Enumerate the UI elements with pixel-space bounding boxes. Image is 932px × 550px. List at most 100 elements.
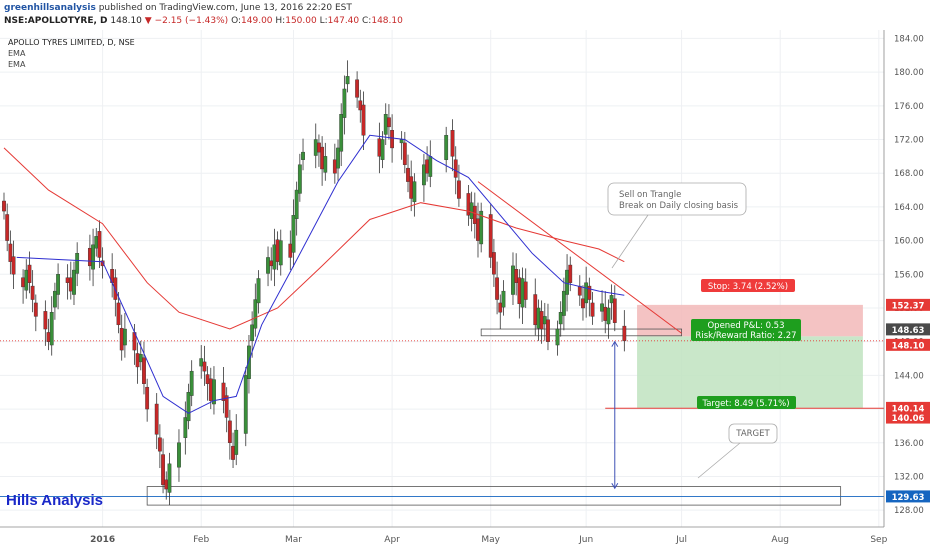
candle-body: [24, 269, 29, 291]
support-box: [480, 328, 682, 337]
candle-body: [383, 114, 388, 135]
price-tag-bg: [886, 338, 930, 351]
candle-body: [135, 353, 140, 368]
candle-body: [622, 325, 627, 342]
candle-body: [313, 139, 318, 156]
target-label: Target: 8.49 (5.71%): [701, 399, 789, 409]
candle-body: [444, 135, 449, 160]
candle-body: [256, 278, 261, 304]
candle-body: [406, 167, 410, 182]
candle-body: [345, 76, 350, 85]
price-tag: 129.63: [892, 493, 925, 503]
candle-body: [517, 277, 522, 304]
candle-body: [167, 463, 172, 493]
price-tag-bg: [886, 490, 930, 503]
candle-body: [402, 142, 407, 165]
candle-body: [8, 243, 13, 262]
y-tick-label: 128.00: [894, 506, 924, 516]
high-value: 150.00: [285, 16, 317, 26]
candle-body: [488, 214, 493, 258]
price-chart[interactable]: 128.00132.00136.00140.00144.00148.00152.…: [0, 30, 932, 550]
y-tick-label: 132.00: [894, 472, 924, 482]
candle-body: [581, 298, 585, 309]
candle-body: [5, 214, 10, 241]
header-bar: greenhillsanalysis published on TradingV…: [0, 0, 932, 30]
y-tick-label: 156.00: [894, 270, 924, 280]
candle-body: [212, 379, 216, 405]
candle-body: [72, 269, 76, 295]
candle-body: [412, 181, 417, 203]
candle-body: [297, 164, 302, 194]
x-tick-label: Aug: [771, 535, 789, 545]
candle-body: [46, 332, 51, 342]
candle-body: [75, 253, 80, 274]
candle-body: [603, 306, 608, 321]
candle-body: [189, 370, 194, 396]
chart-title: APOLLO TYRES LIMITED, D, NSE: [8, 38, 135, 47]
candle-body: [243, 375, 248, 434]
candle-body: [561, 290, 566, 316]
candle-body: [231, 445, 235, 460]
author-link[interactable]: greenhillsanalysis: [4, 3, 96, 13]
y-tick-label: 136.00: [894, 439, 924, 449]
candle-body: [30, 285, 35, 300]
indicator-ema-1[interactable]: EMA: [8, 49, 26, 58]
candle-body: [202, 361, 207, 372]
candle-body: [320, 146, 325, 170]
candle-body: [498, 302, 503, 313]
candle-body: [91, 244, 95, 270]
candle-body: [523, 281, 528, 300]
x-tick-label: May: [481, 535, 500, 545]
candle-body: [546, 319, 550, 342]
candle-body: [278, 240, 283, 266]
symbol-label: NSE:APOLLOTYRE, D: [4, 16, 108, 26]
candle-body: [587, 285, 592, 300]
candle-body: [606, 307, 611, 325]
candle-body: [358, 100, 363, 111]
low-value: 147.40: [327, 16, 360, 26]
price-change: −2.15 (−1.43%): [154, 16, 229, 26]
candle-body: [177, 442, 181, 468]
trendline: [477, 181, 682, 334]
candle-body: [253, 299, 258, 329]
y-tick-label: 168.00: [894, 169, 924, 179]
target-zone: [637, 336, 863, 408]
candle-body: [339, 114, 344, 152]
brand-watermark: Hills Analysis: [6, 492, 103, 509]
candle-body: [558, 311, 563, 325]
candle-body: [539, 311, 544, 330]
plot-background: [0, 30, 884, 527]
price-tag-bg: [886, 401, 930, 414]
candle-body: [584, 282, 589, 304]
candle-body: [361, 104, 366, 136]
candle-body: [577, 285, 582, 296]
candle-body: [157, 437, 162, 452]
candle-body: [94, 236, 99, 249]
y-tick-label: 184.00: [894, 34, 924, 44]
candle-body: [612, 298, 617, 323]
candle-body: [183, 417, 188, 438]
candle-body: [234, 429, 239, 455]
candle-body: [2, 200, 6, 212]
candle-body: [501, 290, 506, 308]
candle-body: [56, 274, 60, 295]
high-label: H:: [275, 16, 286, 26]
candle-body: [227, 420, 232, 443]
candle-body: [425, 159, 429, 174]
candle-body: [336, 147, 340, 169]
candle-body: [533, 294, 538, 326]
candle-body: [294, 189, 299, 219]
candle-body: [87, 247, 92, 267]
arrow-head-icon: [611, 482, 619, 490]
candle-body: [33, 302, 38, 317]
stop-label: Stop: 3.74 (2.52%): [708, 282, 788, 292]
arrow-tail-icon: [611, 340, 619, 347]
candle-body: [399, 139, 404, 144]
candle-body: [450, 130, 455, 157]
quote-line: NSE:APOLLOTYRE, D 148.10 ▼ −2.15 (−1.43%…: [4, 16, 403, 26]
ema-fast-line: [16, 134, 625, 414]
indicator-ema-2[interactable]: EMA: [8, 60, 26, 69]
candle-body: [11, 256, 16, 275]
candle-body: [342, 88, 347, 118]
candle-body: [224, 395, 229, 418]
